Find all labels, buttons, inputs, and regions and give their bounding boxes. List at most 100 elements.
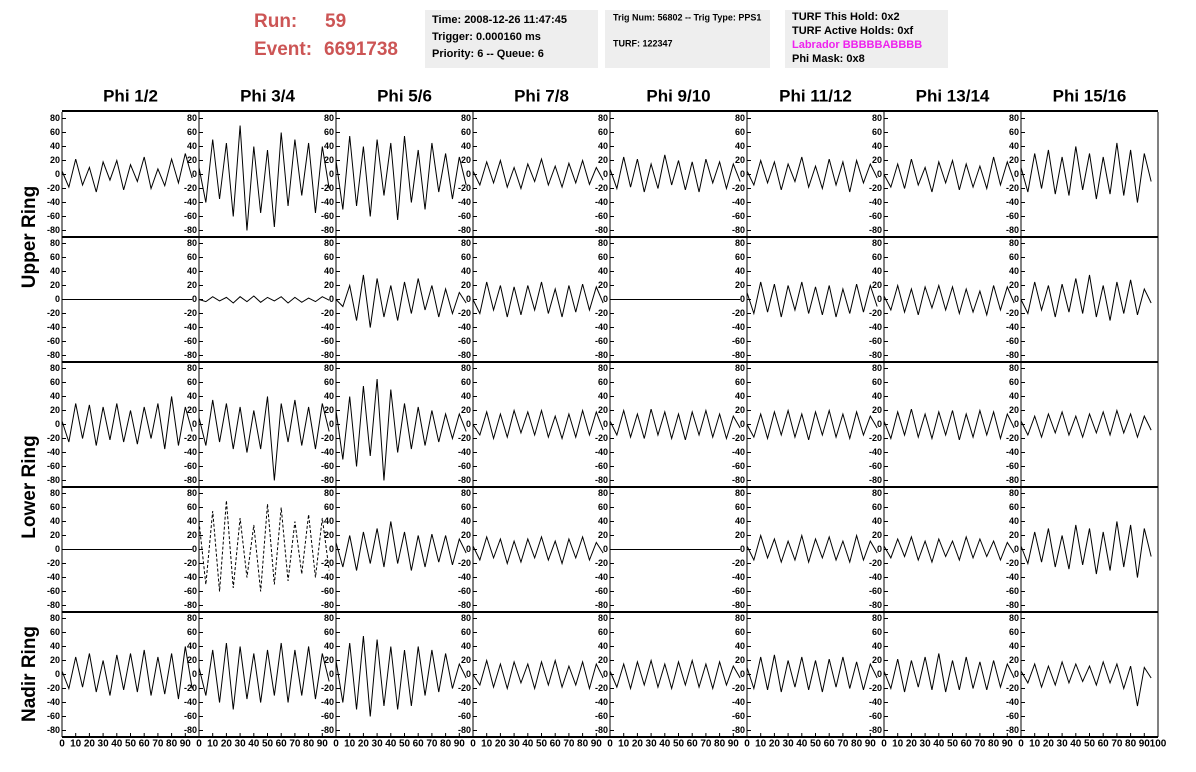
y-tick-label: 0 <box>603 294 608 304</box>
x-tick-label: 80 <box>440 739 452 750</box>
x-tick-label: 30 <box>509 739 521 750</box>
row-label: Nadir Ring <box>19 626 40 722</box>
y-tick-label: 0 <box>740 669 745 679</box>
y-tick-label: 20 <box>461 405 471 415</box>
x-tick-label: 40 <box>248 739 260 750</box>
y-tick-label: -60 <box>732 211 745 221</box>
y-tick-label: -40 <box>184 197 197 207</box>
y-tick-label: -60 <box>1006 586 1019 596</box>
y-tick-label: -40 <box>1006 447 1019 457</box>
y-tick-label: 20 <box>872 405 882 415</box>
y-tick-label: -20 <box>47 308 60 318</box>
waveform <box>883 408 1015 441</box>
y-tick-label: 40 <box>324 391 334 401</box>
y-tick-label: -80 <box>1006 350 1019 360</box>
y-tick-label: 60 <box>324 127 334 137</box>
y-tick-label: 0 <box>466 294 471 304</box>
x-tick-label: 0 <box>744 739 750 750</box>
x-tick-label: 90 <box>728 739 740 750</box>
y-tick-label: -40 <box>869 697 882 707</box>
waveform <box>883 653 1015 693</box>
y-tick-label: -40 <box>458 447 471 457</box>
y-tick-label: 20 <box>324 155 334 165</box>
y-tick-label: -20 <box>732 183 745 193</box>
y-tick-label: -80 <box>458 225 471 235</box>
y-tick-label: 40 <box>872 516 882 526</box>
y-tick-label: 20 <box>50 655 60 665</box>
y-tick-label: -40 <box>732 322 745 332</box>
info-text: Time: 2008-12-26 11:47:45 <box>432 14 567 26</box>
y-tick-label: -60 <box>1006 336 1019 346</box>
y-tick-label: -40 <box>458 572 471 582</box>
y-tick-label: 40 <box>187 641 197 651</box>
y-tick-label: 80 <box>324 613 334 623</box>
y-tick-label: -40 <box>321 322 334 332</box>
y-tick-label: 20 <box>324 405 334 415</box>
y-tick-label: 0 <box>466 669 471 679</box>
x-tick-label: 10 <box>344 739 356 750</box>
y-tick-label: -20 <box>595 433 608 443</box>
y-tick-label: 40 <box>50 266 60 276</box>
y-tick-label: -80 <box>47 350 60 360</box>
y-tick-label: 60 <box>1009 627 1019 637</box>
y-tick-label: 40 <box>598 266 608 276</box>
y-tick-label: 0 <box>329 294 334 304</box>
x-tick-label: 50 <box>125 739 137 750</box>
waveform <box>335 635 467 717</box>
y-tick-label: 60 <box>872 377 882 387</box>
waveform <box>472 157 604 191</box>
y-tick-label: -60 <box>869 711 882 721</box>
waveform <box>472 408 604 441</box>
y-tick-label: -80 <box>458 350 471 360</box>
y-tick-label: 0 <box>1014 169 1019 179</box>
y-tick-label: 0 <box>877 419 882 429</box>
y-tick-label: 80 <box>872 488 882 498</box>
y-tick-label: 40 <box>735 141 745 151</box>
y-tick-label: 40 <box>324 641 334 651</box>
y-tick-label: 20 <box>187 155 197 165</box>
x-tick-label: 10 <box>755 739 767 750</box>
y-tick-label: 60 <box>735 502 745 512</box>
y-tick-label: 20 <box>1009 530 1019 540</box>
x-tick-label: 90 <box>454 739 466 750</box>
y-tick-label: 80 <box>598 613 608 623</box>
column-title: Phi 3/4 <box>240 86 295 105</box>
y-tick-label: 60 <box>324 502 334 512</box>
y-tick-label: -20 <box>732 558 745 568</box>
waveform <box>883 535 1015 564</box>
y-tick-label: 0 <box>192 544 197 554</box>
x-tick-label: 40 <box>111 739 123 750</box>
y-tick-label: 20 <box>598 280 608 290</box>
waveform <box>746 533 878 564</box>
x-tick-label: 50 <box>399 739 411 750</box>
y-tick-label: 60 <box>50 627 60 637</box>
y-tick-label: 80 <box>735 238 745 248</box>
y-tick-label: 20 <box>735 155 745 165</box>
y-tick-label: 60 <box>598 252 608 262</box>
y-tick-label: -60 <box>595 211 608 221</box>
y-tick-label: 20 <box>50 155 60 165</box>
x-tick-label: 80 <box>988 739 1000 750</box>
y-tick-label: 60 <box>735 252 745 262</box>
y-tick-label: 20 <box>50 530 60 540</box>
waveform <box>198 642 330 710</box>
y-tick-label: -40 <box>595 447 608 457</box>
info-box <box>785 10 948 68</box>
column-title: Phi 13/14 <box>916 86 990 105</box>
y-tick-label: 80 <box>735 613 745 623</box>
y-tick-label: 60 <box>50 502 60 512</box>
x-tick-label: 30 <box>235 739 247 750</box>
y-tick-label: -20 <box>184 433 197 443</box>
y-tick-label: -20 <box>47 433 60 443</box>
waveform <box>198 125 330 231</box>
info-text: Priority: 6 -- Queue: 6 <box>432 48 544 60</box>
y-tick-label: 20 <box>50 405 60 415</box>
y-tick-label: -80 <box>1006 725 1019 735</box>
event: 6691738 <box>324 39 398 60</box>
x-tick-label: 20 <box>769 739 781 750</box>
y-tick-label: 20 <box>1009 155 1019 165</box>
y-tick-label: 60 <box>1009 127 1019 137</box>
y-tick-label: -40 <box>732 447 745 457</box>
y-tick-label: 40 <box>50 516 60 526</box>
y-tick-label: 60 <box>461 377 471 387</box>
